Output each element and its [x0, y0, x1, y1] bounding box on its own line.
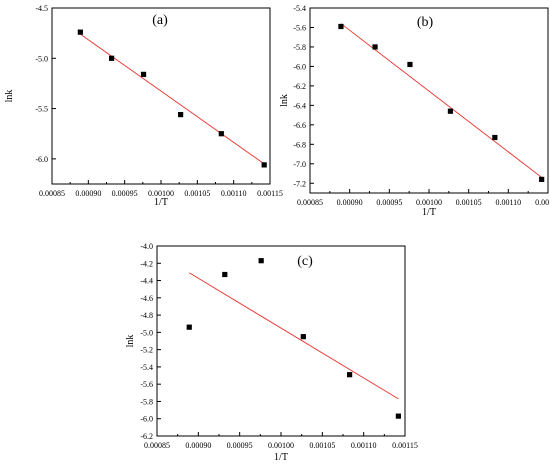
chart-a-plot-frame [51, 7, 271, 185]
chart-c-y-tick-label: -5.4 [140, 363, 153, 372]
chart-a-x-tick-label: 0.00115 [257, 189, 283, 198]
chart-c-x-tick-label: 0.00110 [351, 441, 377, 450]
chart-b-y-tick-label: -5.8 [293, 43, 306, 52]
chart-c-y-tick-label: -4.6 [140, 294, 153, 303]
chart-c-data-point [300, 334, 306, 340]
chart-b-data-point [338, 23, 344, 30]
chart-b-y-tick-label: -7.2 [293, 179, 306, 188]
chart-b-data-point [447, 108, 454, 114]
chart-c-x-tick-label: 0.00095 [227, 441, 253, 450]
chart-panel-a: 0.00085 0.00090 0.00095 0.00100 0.00105 0.001… [4, 4, 283, 208]
chart-c-data-point [395, 413, 401, 419]
chart-a-data-point [140, 71, 147, 77]
chart-c-data-point [258, 258, 264, 264]
chart-c-y-tick-label: -5.0 [140, 328, 153, 337]
chart-a-y-tick-label: -5.5 [35, 105, 48, 114]
chart-a-y-axis-title: lnk [4, 90, 15, 103]
chart-a-x-tick-label: 0.00085 [39, 189, 65, 198]
chart-a-x-tick-label: 0.00090 [75, 189, 101, 198]
chart-a-data-point [218, 131, 224, 137]
chart-a-fit-line [80, 33, 265, 165]
chart-a-x-axis-title: 1/T [154, 197, 168, 208]
chart-a-x-tick-label: 0.00110 [221, 189, 247, 198]
chart-a-y-tick-label: -5.0 [35, 54, 48, 63]
chart-a-y-tick-label: -4.5 [35, 4, 48, 13]
chart-b-plot-frame [309, 7, 549, 194]
chart-panel-b: 0.00085 0.00090 0.00095 0.00100 0.00105 0.001… [279, 4, 550, 218]
chart-b-panel-label: (b) [417, 15, 434, 30]
chart-b-y-tick-label: -6.4 [293, 101, 306, 110]
chart-c-y-tick-label: -5.6 [140, 380, 153, 389]
chart-c-x-tick-label: 0.00105 [309, 441, 335, 450]
chart-b-data-point [372, 44, 378, 50]
chart-c-y-tick-label: -6.2 [140, 432, 153, 441]
chart-b-y-tick-label: -6.6 [293, 121, 306, 130]
chart-b-y-axis-title: lnk [279, 94, 290, 107]
chart-b-y-tick-label: -6.2 [293, 82, 306, 91]
chart-b-x-tick-label: 0.00105 [456, 198, 482, 207]
chart-c-panel-label: (c) [297, 254, 313, 269]
chart-c-y-tick-label: -4.8 [140, 311, 153, 320]
chart-b-y-tick-label: -7.0 [293, 160, 306, 169]
chart-c-fit-line [189, 272, 399, 400]
chart-a-panel-label: (a) [152, 13, 168, 28]
chart-a-data-point [178, 112, 184, 118]
chart-a-x-tick-label: 0.00100 [148, 189, 174, 198]
chart-a-y-tick-label: -6.0 [35, 155, 48, 164]
chart-b-data-point [492, 134, 498, 141]
chart-c-data-point [347, 372, 353, 378]
chart-c-data-point [186, 324, 192, 330]
chart-a-x-tick-label: 0.00105 [184, 189, 210, 198]
chart-c-x-tick-label: 0.00115 [392, 441, 418, 450]
chart-b-x-tick-label: 0.00085 [297, 198, 323, 207]
chart-b-x-tick-label: 0.00090 [337, 198, 363, 207]
chart-c-y-tick-label: -5.2 [140, 346, 153, 355]
chart-c-x-axis-title: 1/T [274, 452, 288, 463]
chart-c-y-tick-label: -4.2 [140, 259, 153, 268]
chart-c-y-tick-label: -4.0 [140, 242, 153, 251]
chart-a-data-point [261, 162, 267, 168]
chart-b-fit-line [340, 23, 542, 178]
chart-c-x-tick-label: 0.00085 [144, 441, 170, 450]
chart-c-x-tick-label: 0.00100 [268, 441, 294, 450]
chart-c-y-tick-label: -4.4 [140, 277, 153, 286]
chart-c-y-axis-title: lnk [125, 335, 136, 348]
chart-b-x-tick-label: 0.00115 [535, 198, 550, 207]
chart-b-x-tick-label: 0.00110 [495, 198, 521, 207]
chart-c-y-tick-label: -5.8 [140, 397, 153, 406]
chart-b-data-point [539, 176, 545, 182]
chart-b-x-tick-label: 0.00100 [416, 198, 442, 207]
chart-c-x-tick-label: 0.00090 [185, 441, 211, 450]
chart-a-data-point [77, 29, 83, 35]
chart-c-y-tick-label: -6.0 [140, 415, 153, 424]
chart-panel-c: 0.00085 0.00090 0.00095 0.00100 0.00105 0.001… [125, 242, 418, 463]
chart-a-data-point [108, 55, 115, 61]
chart-c-plot-frame [156, 245, 406, 437]
chart-a-x-tick-label: 0.00095 [112, 189, 138, 198]
chart-b-y-tick-label: -5.4 [293, 4, 306, 13]
chart-b-y-tick-label: -6.8 [293, 140, 306, 149]
chart-b-x-axis-title: 1/T [422, 207, 436, 218]
chart-c-data-point [222, 271, 228, 278]
chart-b-data-point [407, 61, 413, 68]
chart-b-y-tick-label: -6.0 [293, 62, 306, 71]
chart-b-y-tick-label: -5.6 [293, 23, 306, 32]
chart-b-x-tick-label: 0.00095 [376, 198, 402, 207]
